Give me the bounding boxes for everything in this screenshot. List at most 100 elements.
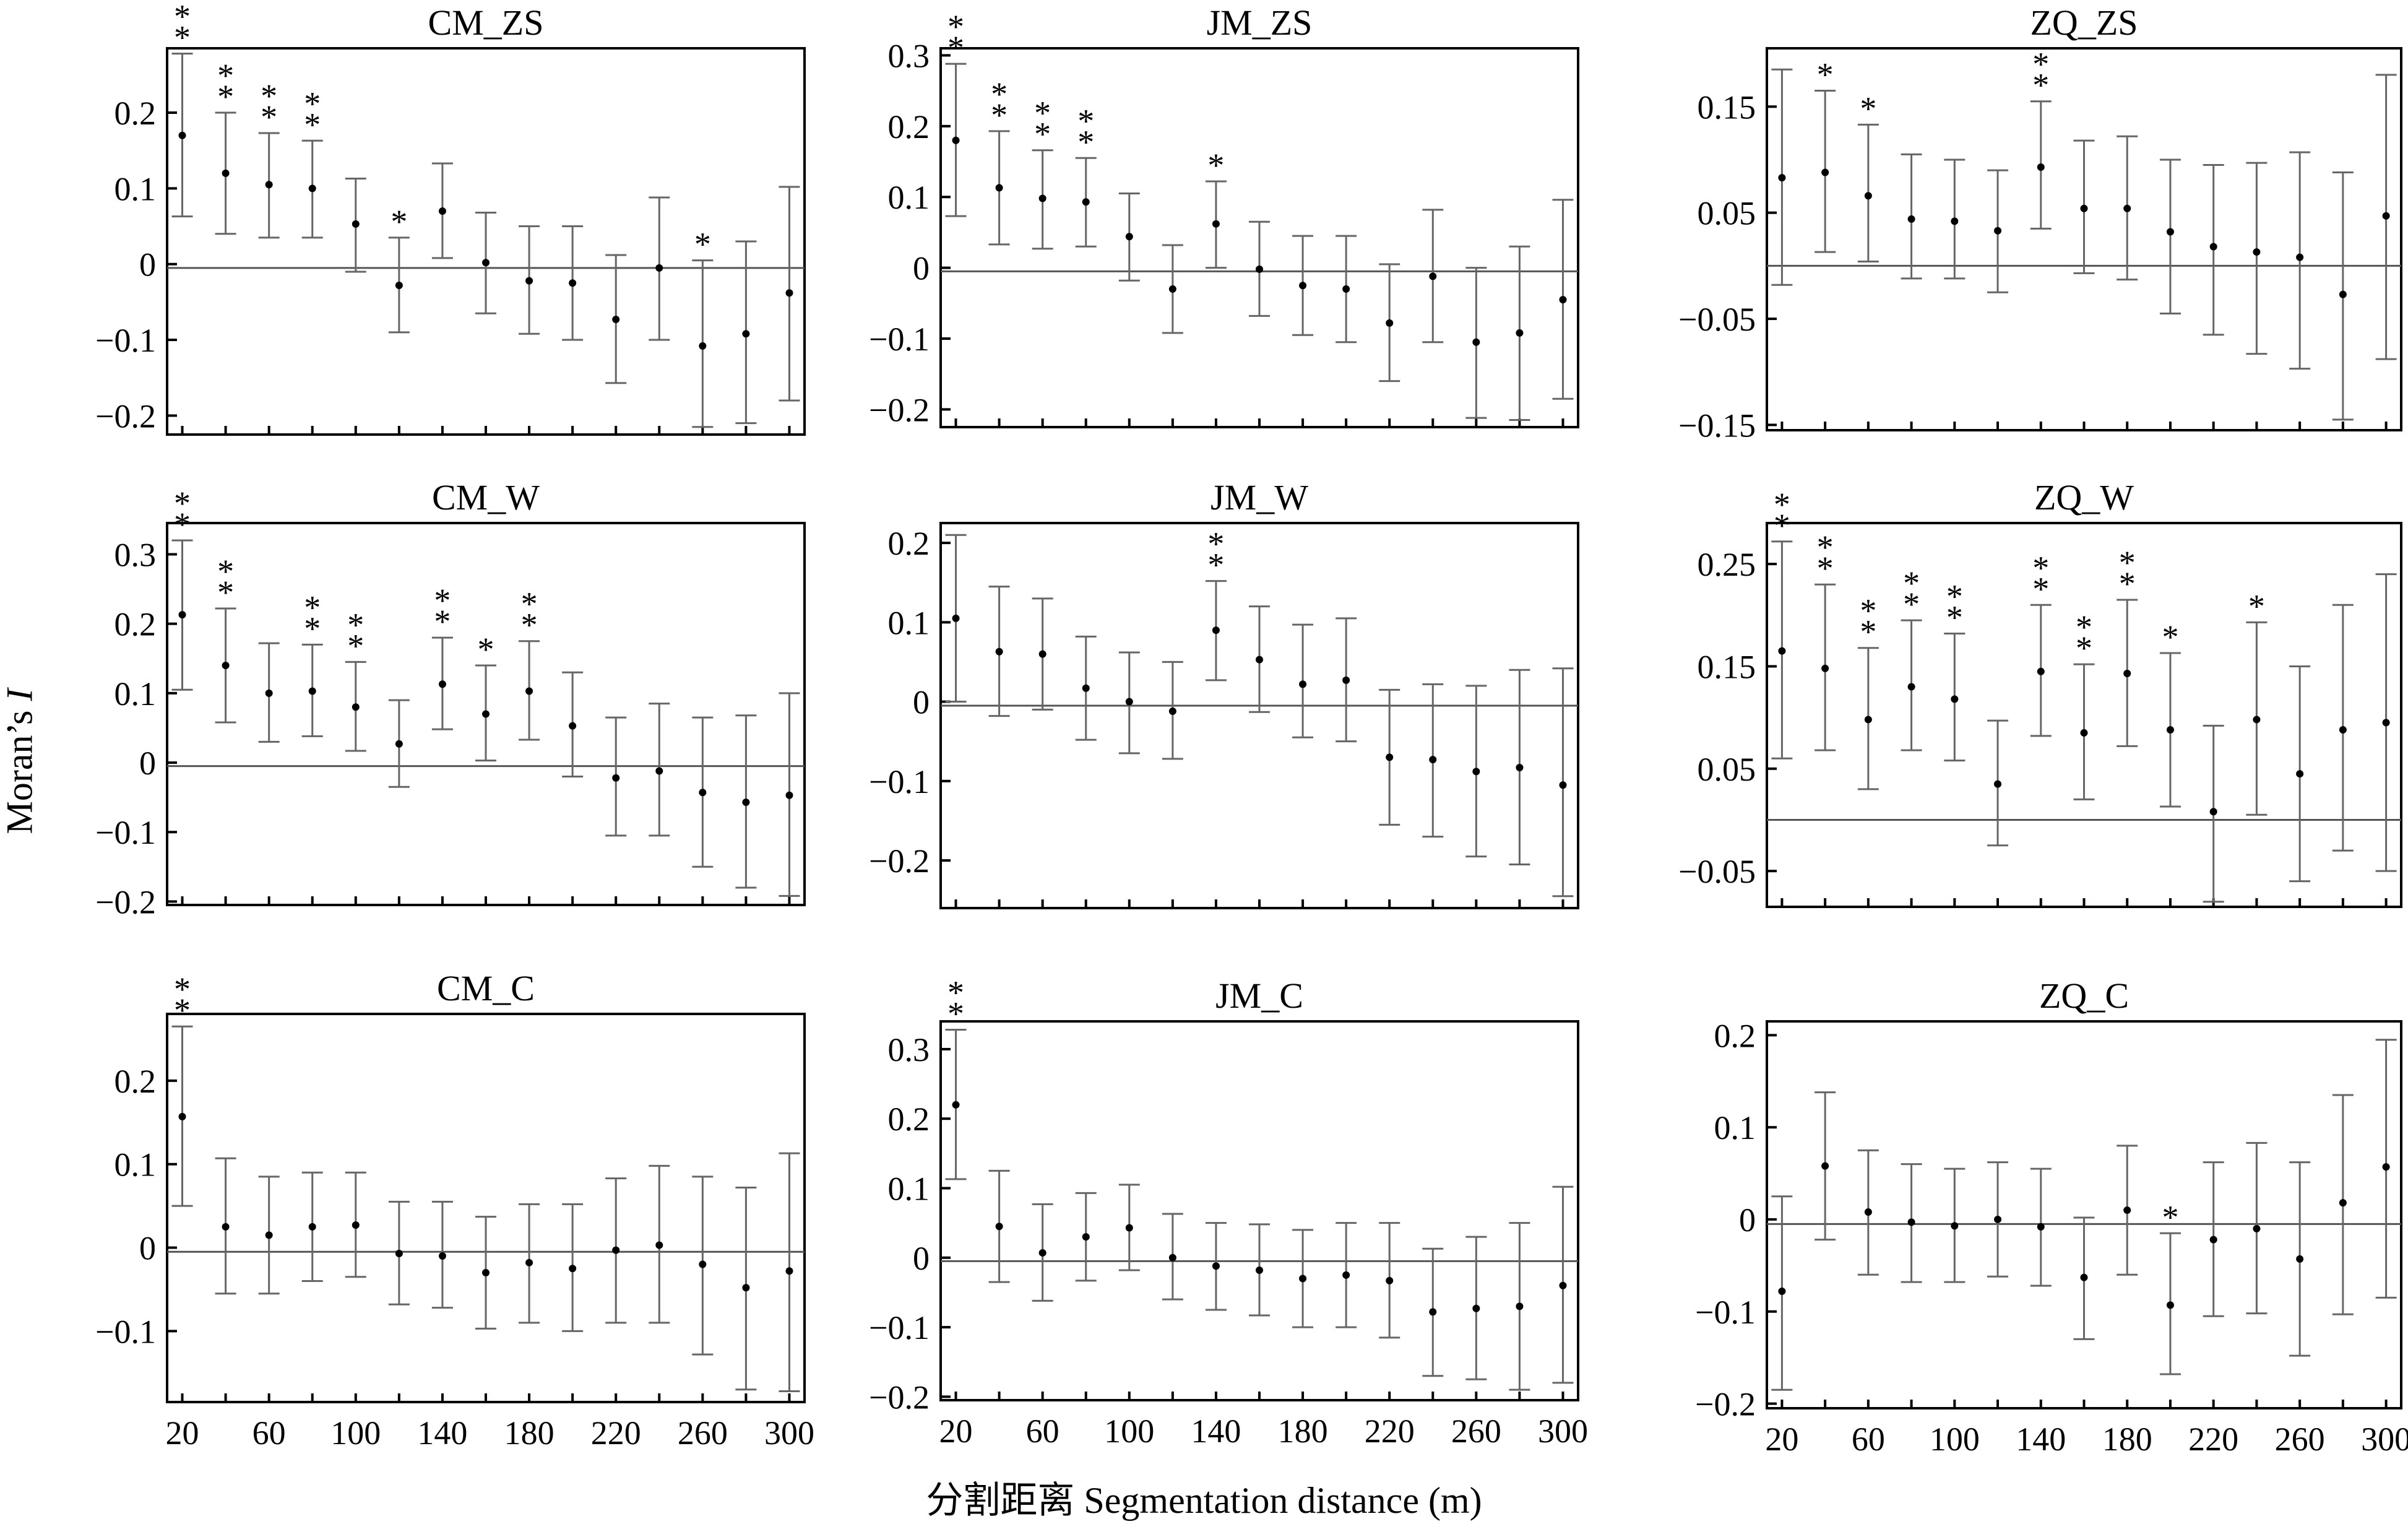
significance-star: * [1774, 486, 1790, 523]
data-point [612, 316, 620, 324]
significance-star: * [217, 574, 234, 611]
x-tick-label: 300 [764, 1414, 814, 1452]
data-point [1472, 1304, 1480, 1312]
data-point [1516, 1302, 1524, 1310]
data-point [482, 259, 490, 267]
significance-star: * [1903, 565, 1920, 602]
data-point [1342, 676, 1350, 684]
data-point [2123, 1206, 2131, 1214]
y-tick-label: −0.2 [869, 1379, 930, 1416]
x-tick-label: 20 [166, 1414, 199, 1452]
data-point [1168, 1253, 1176, 1262]
data-point [308, 184, 316, 193]
panel-title: CM_W [432, 477, 540, 517]
data-point [1778, 1288, 1786, 1296]
data-point [525, 277, 533, 285]
data-point [178, 131, 186, 139]
data-point [1342, 1271, 1350, 1279]
data-point [352, 1221, 360, 1229]
significance-star: * [1077, 123, 1094, 160]
x-tick-label: 20 [939, 1413, 973, 1450]
data-point [1821, 664, 1829, 672]
data-point [525, 687, 533, 695]
data-point [1559, 781, 1567, 789]
data-point [2037, 163, 2045, 171]
data-point [1821, 168, 1829, 176]
data-point [1864, 1208, 1872, 1216]
data-point [2080, 204, 2088, 212]
significance-star: * [2162, 1198, 2178, 1236]
significance-star: * [174, 485, 191, 522]
y-tick-label: 0.1 [888, 1171, 930, 1208]
data-point [1386, 319, 1394, 327]
x-tick-label: 180 [2102, 1421, 2152, 1458]
y-tick-label: 0.2 [114, 95, 157, 132]
data-point [612, 1246, 620, 1254]
significance-star: * [2032, 67, 2049, 104]
data-point [1038, 194, 1046, 202]
data-point [785, 791, 793, 799]
significance-star: * [2076, 608, 2092, 646]
x-tick-label: 140 [1191, 1413, 1241, 1450]
data-point [569, 1265, 577, 1273]
data-point [2209, 808, 2217, 816]
data-point [438, 1252, 446, 1260]
panel-cm-c: CM_C −0.1 0 0.1 0.2 20 60 100 140 180 220 260 300 ** [95, 968, 814, 1452]
y-tick-label: 0.05 [1698, 751, 1756, 788]
panel-title: JM_C [1215, 976, 1303, 1016]
y-tick-label: −0.2 [95, 883, 156, 920]
y-tick-label: 0.1 [114, 170, 157, 207]
data-point [2080, 1273, 2088, 1281]
data-point [1429, 756, 1437, 764]
y-tick-label: 0.2 [888, 525, 930, 562]
y-tick-label: 0 [1739, 1201, 1756, 1239]
significance-star: * [391, 203, 407, 240]
data-point [2209, 1236, 2217, 1244]
significance-star: * [1034, 116, 1051, 153]
data-point [308, 687, 316, 695]
data-point [995, 1223, 1003, 1231]
significance-star: * [1774, 507, 1790, 544]
data-point [1864, 192, 1872, 200]
significance-star: * [694, 226, 711, 263]
plot-frame [166, 1013, 806, 1403]
y-tick-label: 0 [139, 745, 156, 782]
data-point [395, 281, 403, 289]
significance-star: * [1817, 56, 1834, 93]
data-point [2037, 667, 2045, 675]
data-point [1256, 265, 1263, 273]
significance-star: * [2032, 46, 2049, 83]
x-tick-label: 60 [1026, 1413, 1059, 1450]
data-point [2296, 1255, 2304, 1263]
data-point [1907, 1218, 1915, 1226]
data-point [1125, 698, 1133, 706]
data-point [2253, 716, 2261, 724]
data-point [1038, 1249, 1046, 1257]
y-tick-label: 0 [139, 1230, 156, 1267]
data-point [2080, 729, 2088, 737]
data-point [952, 614, 960, 622]
x-tick-label: 20 [1765, 1421, 1798, 1458]
y-tick-label: 0.1 [888, 604, 930, 641]
panel-title: CM_ZS [428, 2, 544, 43]
x-tick-label: 100 [1104, 1413, 1154, 1450]
significance-star: * [2032, 549, 2049, 586]
data-point [612, 774, 620, 782]
significance-star: * [217, 57, 234, 94]
y-tick-label: −0.1 [95, 814, 156, 851]
data-point [1516, 329, 1524, 337]
x-tick-label: 220 [591, 1414, 641, 1452]
y-tick-label: 0.1 [888, 179, 930, 216]
data-point [1778, 647, 1786, 655]
data-point [1994, 1215, 2002, 1223]
data-point [1994, 227, 2002, 235]
data-point [1907, 215, 1915, 223]
significance-star: * [1817, 550, 1834, 587]
significance-star: * [347, 627, 364, 664]
x-axis-label: 分割距离 Segmentation distance (m) [926, 1480, 1482, 1521]
data-point [742, 1284, 750, 1292]
significance-star: * [1207, 547, 1224, 584]
significance-star: * [217, 553, 234, 590]
data-point [1516, 764, 1524, 772]
data-point [265, 689, 273, 697]
